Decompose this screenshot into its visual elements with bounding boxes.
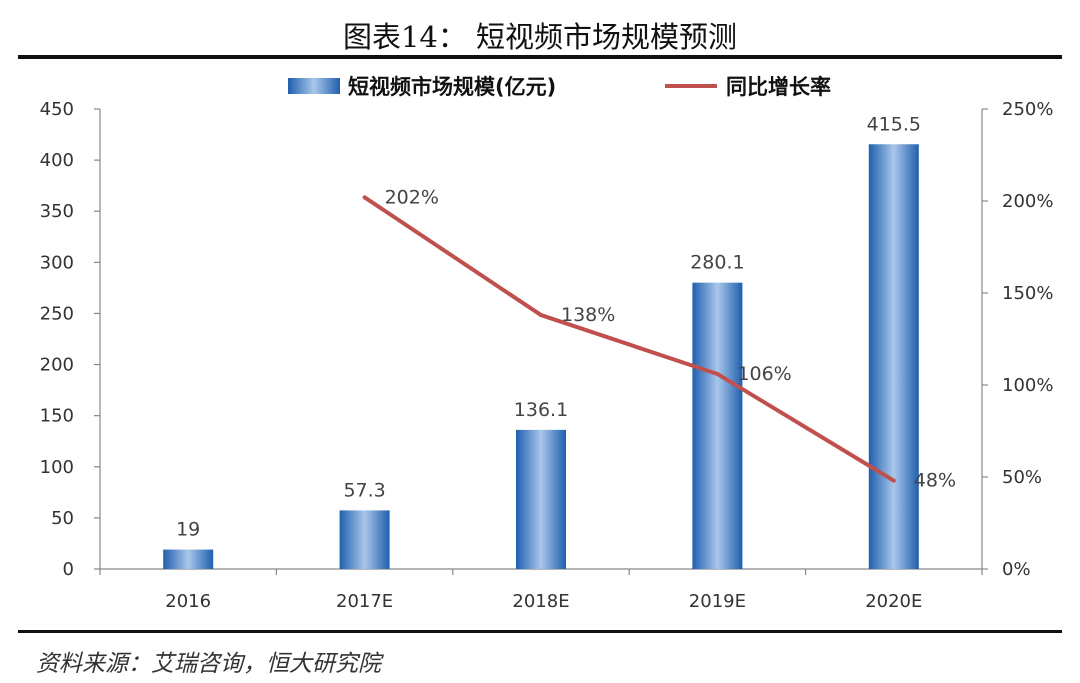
x-tick-label: 2020E: [865, 591, 922, 612]
bar: [516, 429, 566, 569]
bar-value-label: 136.1: [514, 399, 568, 421]
bars: [163, 144, 919, 569]
bar-value-label: 280.1: [690, 252, 744, 274]
y-left-tick-label: 300: [40, 252, 74, 273]
y-right-tick-label: 100%: [1002, 375, 1053, 396]
figure-title: 图表14： 短视频市场规模预测: [342, 20, 738, 54]
axes: 0 50 100 150 200 250 300 350 400 450 0% 50% 100% 150%…: [40, 99, 1054, 612]
x-tick-label: 2018E: [512, 591, 569, 612]
growth-rate-label: 202%: [385, 186, 439, 208]
bar-value-label: 415.5: [867, 113, 921, 135]
growth-rate-line: [363, 195, 895, 483]
legend-bar-swatch: [288, 78, 340, 94]
data-labels: 19 57.3 136.1 280.1 415.5 202% 138% 106% 48%: [176, 113, 956, 540]
bar: [692, 282, 743, 569]
bar: [339, 510, 390, 569]
growth-rate-label: 48%: [914, 470, 956, 492]
x-tick-label: 2019E: [689, 591, 746, 612]
bar: [163, 549, 214, 569]
y-right-tick-label: 0%: [1002, 559, 1031, 580]
growth-rate-point: [539, 313, 543, 318]
x-tick-label: 2017E: [336, 591, 393, 612]
legend: 短视频市场规模(亿元) 同比增长率: [288, 75, 831, 99]
growth-rate-label: 138%: [561, 304, 615, 326]
source-note: 资料来源：艾瑞咨询，恒大研究院: [36, 651, 381, 677]
y-left-tick-label: 250: [40, 303, 74, 324]
y-left-tick-label: 50: [51, 508, 74, 529]
y-left-tick-label: 200: [40, 355, 74, 376]
bar-value-label: 19: [176, 519, 200, 541]
growth-rate-label: 106%: [737, 363, 791, 385]
y-left-tick-label: 100: [40, 457, 74, 478]
top-rule: [18, 55, 1062, 59]
y-left-tick-label: 350: [40, 201, 74, 222]
y-right-tick-label: 150%: [1002, 283, 1053, 304]
y-left-tick-label: 400: [40, 150, 74, 171]
y-right-tick-label: 200%: [1002, 191, 1053, 212]
growth-rate-point: [891, 478, 896, 483]
y-right-tick-label: 250%: [1002, 99, 1053, 120]
bar-value-label: 57.3: [343, 479, 385, 501]
bar: [868, 144, 919, 569]
y-right-tick-label: 50%: [1002, 467, 1042, 488]
y-left-tick-label: 0: [63, 559, 74, 580]
growth-rate-point: [362, 195, 367, 200]
bottom-rule: [18, 630, 1062, 633]
growth-rate-point: [715, 371, 720, 376]
x-tick-label: 2016: [165, 591, 211, 612]
y-left-tick-label: 450: [40, 99, 74, 120]
legend-line-label: 同比增长率: [726, 75, 831, 99]
y-left-tick-label: 150: [40, 406, 74, 427]
legend-bar-label: 短视频市场规模(亿元): [348, 75, 556, 99]
growth-line-layer: [362, 195, 896, 483]
